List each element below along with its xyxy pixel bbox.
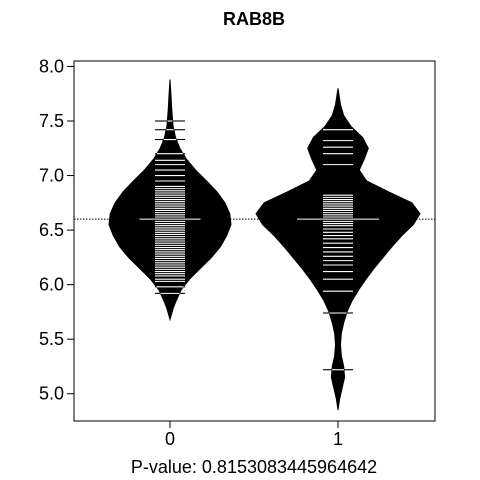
x-tick-label: 0 [165, 429, 175, 449]
y-tick-label: 5.0 [39, 384, 64, 404]
bean-1 [255, 88, 421, 411]
y-tick-label: 7.5 [39, 111, 64, 131]
y-tick-label: 5.5 [39, 329, 64, 349]
chart-title: RAB8B [223, 9, 285, 29]
y-tick-label: 6.5 [39, 220, 64, 240]
y-tick-label: 6.0 [39, 275, 64, 295]
bean-density-1 [255, 88, 421, 411]
beans-layer [74, 79, 435, 411]
y-tick-label: 8.0 [39, 56, 64, 76]
y-tick-label: 7.0 [39, 166, 64, 186]
bean-0 [108, 79, 232, 322]
x-tick-label: 1 [333, 429, 343, 449]
x-axis-label: P-value: 0.8153083445964642 [131, 457, 377, 477]
axes-layer: 5.0 5.5 6.0 6.5 7.0 7.5 8.0 0 1 [39, 56, 343, 449]
plot-frame [73, 60, 436, 422]
